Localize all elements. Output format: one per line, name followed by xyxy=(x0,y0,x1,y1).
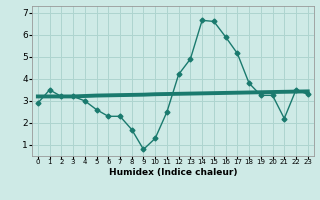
X-axis label: Humidex (Indice chaleur): Humidex (Indice chaleur) xyxy=(108,168,237,177)
